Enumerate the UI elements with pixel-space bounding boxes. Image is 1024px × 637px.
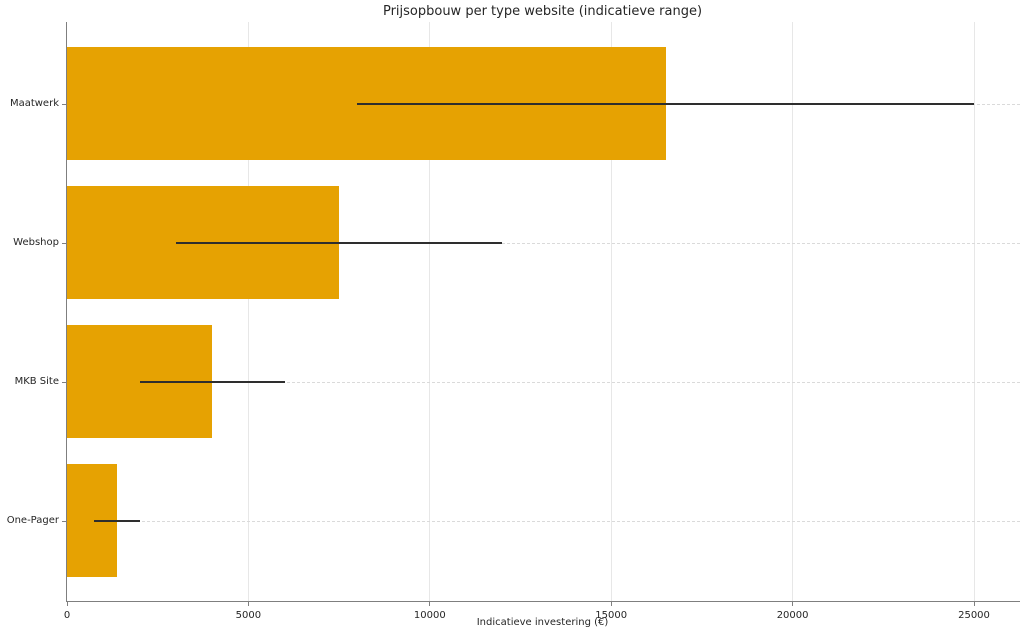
x-tick-label: 0 — [63, 610, 71, 621]
error-bar — [139, 380, 285, 383]
x-tick-mark — [66, 602, 68, 606]
y-tick-mark — [62, 103, 66, 105]
x-tick-label: 10000 — [413, 610, 446, 621]
y-tick-mark — [62, 381, 66, 383]
x-tick-label: 5000 — [235, 610, 262, 621]
x-tick-mark — [429, 602, 431, 606]
horizontal-gridline — [67, 381, 1020, 383]
vertical-gridline — [429, 22, 431, 601]
x-tick-label: 15000 — [595, 610, 628, 621]
y-tick-label: Webshop — [13, 236, 59, 248]
horizontal-gridline — [67, 242, 1020, 244]
horizontal-gridline — [67, 520, 1020, 522]
y-tick-label: Maatwerk — [9, 97, 59, 109]
y-tick-label: One-Pager — [6, 514, 59, 526]
x-tick-mark — [792, 602, 794, 606]
chart-title: Prijsopbouw per type website (indicatiev… — [382, 4, 703, 19]
vertical-gridline — [792, 22, 794, 601]
y-tick-mark — [62, 242, 66, 244]
x-tick-mark — [610, 602, 612, 606]
y-tick-mark — [62, 520, 66, 522]
error-bar — [175, 241, 503, 244]
x-tick-label: 25000 — [958, 610, 990, 621]
plot-area: 0 5000 10000 15000 20000 25000 Maatwerk Webshop… — [7, 22, 1020, 621]
error-bar — [94, 519, 140, 522]
x-tick-mark — [973, 602, 975, 606]
x-axis-label: Indicatieve investering (€) — [476, 617, 609, 628]
x-tick-mark — [247, 602, 249, 606]
vertical-gridline — [973, 22, 975, 601]
vertical-gridline — [247, 22, 249, 601]
vertical-gridline — [610, 22, 612, 601]
x-tick-label: 20000 — [776, 610, 809, 621]
y-tick-label: MKB Site — [14, 375, 59, 387]
error-bar — [357, 102, 974, 105]
